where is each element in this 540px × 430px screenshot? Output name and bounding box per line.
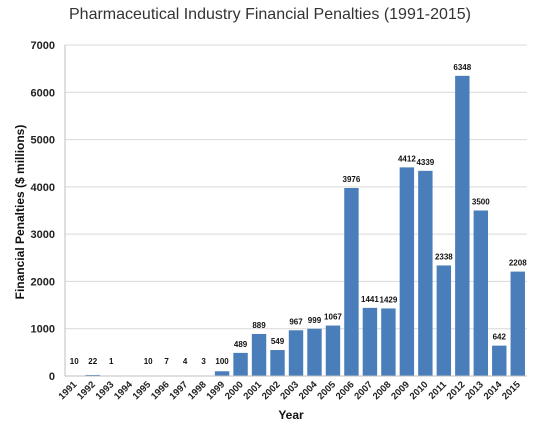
bar-2013 [473,210,489,376]
x-axis-title: Year [278,408,304,422]
data-label: 2338 [435,252,453,261]
bar-2010 [418,170,433,376]
data-label: 1067 [324,313,342,322]
x-tick-label: 2013 [463,379,486,402]
x-tick-label: 1996 [149,379,172,402]
x-tick-label: 2015 [500,379,523,402]
y-tick-label: 2000 [31,276,55,288]
data-label: 10 [70,357,79,366]
bar-2014 [492,345,507,376]
x-tick-label: 2001 [241,379,264,402]
bar-2003 [288,330,304,376]
x-tick-label: 1999 [204,379,227,402]
data-label: 6348 [453,63,471,72]
x-tick-label: 2012 [445,379,468,402]
data-label: 2208 [509,259,527,268]
data-label: 1429 [380,295,398,304]
bar-2004 [307,328,322,376]
data-label: 967 [289,317,303,326]
bar-2011 [436,265,452,376]
x-tick-label: 2000 [223,379,246,402]
data-label: 4339 [416,158,434,167]
axes: 0100020003000400050006000700019911992199… [31,40,527,402]
x-tick-label: 1993 [94,379,117,402]
x-tick-label: 2003 [278,379,301,402]
x-tick-label: 2008 [371,379,394,402]
bar-2015 [510,271,525,376]
x-tick-label: 1994 [112,379,135,402]
data-label: 1441 [361,295,379,304]
x-tick-label: 1995 [131,379,154,402]
data-label: 642 [493,333,507,342]
x-tick-label: 2009 [389,379,412,402]
data-label: 3500 [472,198,490,207]
data-label: 4 [183,357,188,366]
bar-2006 [344,187,359,376]
data-label: 100 [215,357,229,366]
data-label: 7 [164,357,169,366]
data-label: 999 [308,316,322,325]
bars [67,75,525,376]
y-tick-label: 0 [49,371,55,383]
y-tick-label: 1000 [31,324,55,336]
x-tick-label: 2010 [408,379,431,402]
data-label: 10 [144,357,153,366]
x-tick-label: 2014 [482,379,505,402]
y-axis-title: Financial Penalties ($ millions) [13,125,27,300]
x-tick-label: 2005 [315,379,338,402]
x-tick-label: 2006 [334,379,357,402]
data-label: 3 [201,357,206,366]
data-label: 3976 [343,175,361,184]
bar-2001 [251,333,267,376]
bar-2007 [362,307,378,376]
y-tick-label: 5000 [31,135,55,147]
x-tick-label: 1997 [168,379,191,402]
x-tick-label: 1992 [75,379,98,402]
x-tick-label: 2007 [352,379,375,402]
data-label: 549 [271,337,285,346]
y-tick-label: 6000 [31,87,55,99]
chart-title: Pharmaceutical Industry Financial Penalt… [69,6,471,23]
data-label: 889 [252,321,266,330]
bar-2009 [399,167,415,376]
data-label: 489 [234,340,248,349]
data-label: 1 [109,357,114,366]
y-tick-label: 7000 [31,40,55,52]
bar-1992 [85,374,100,376]
bar-2008 [381,308,396,376]
x-tick-label: 2004 [297,379,320,402]
data-labels: 10 22 1 10 7 4 3 100 489 889 549 967 999 1067 3976 1441… [70,63,527,366]
x-tick-label: 2002 [260,379,283,402]
y-tick-label: 4000 [31,182,55,194]
bar-2012 [455,75,470,376]
x-tick-label: 1991 [57,379,80,402]
x-tick-label: 2011 [427,379,450,402]
x-tick-label: 1998 [186,379,209,402]
data-label: 22 [88,357,97,366]
bar-2002 [270,350,285,376]
data-label: 4412 [398,154,416,163]
bar-2000 [233,352,248,376]
bar-2005 [325,325,341,376]
y-tick-label: 3000 [31,229,55,241]
bar-1999 [214,371,230,376]
